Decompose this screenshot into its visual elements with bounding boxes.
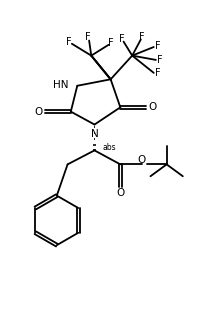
Text: F: F xyxy=(119,34,124,44)
Text: F: F xyxy=(155,68,160,78)
Text: F: F xyxy=(139,32,145,42)
Text: O: O xyxy=(34,107,43,117)
Text: O: O xyxy=(148,102,157,112)
Text: F: F xyxy=(108,38,113,48)
Text: HN: HN xyxy=(53,80,69,90)
Text: F: F xyxy=(85,32,91,42)
Text: F: F xyxy=(66,37,71,47)
Text: F: F xyxy=(155,41,160,51)
Text: O: O xyxy=(138,155,146,165)
Text: O: O xyxy=(116,188,125,198)
Text: abs: abs xyxy=(102,143,116,152)
Text: N: N xyxy=(91,129,98,139)
Text: F: F xyxy=(157,55,163,65)
